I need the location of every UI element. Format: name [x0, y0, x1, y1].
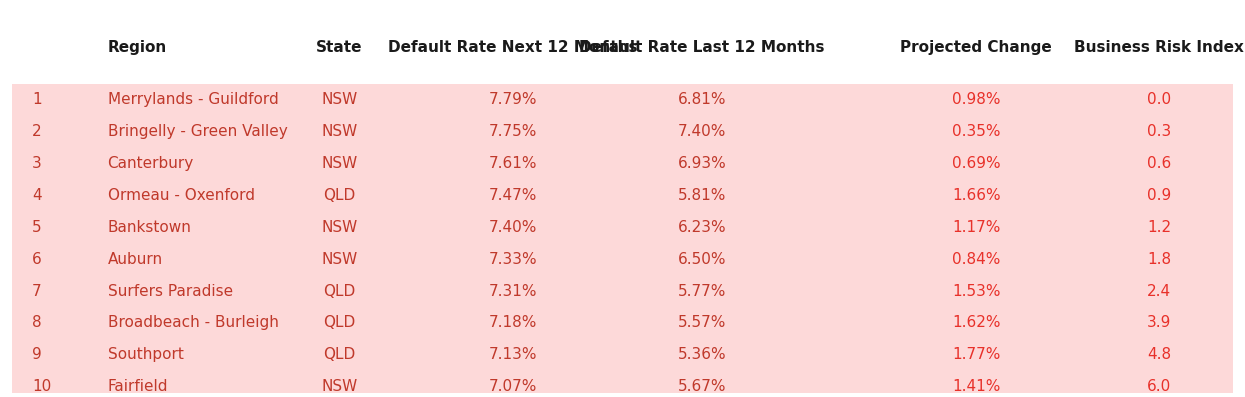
- Text: 8: 8: [32, 316, 41, 330]
- Text: Projected Change: Projected Change: [900, 40, 1052, 55]
- Text: 7.40%: 7.40%: [677, 124, 726, 139]
- Text: 5: 5: [32, 220, 41, 235]
- Text: 7.47%: 7.47%: [488, 188, 537, 203]
- Text: NSW: NSW: [321, 220, 357, 235]
- Text: 3.9: 3.9: [1147, 316, 1172, 330]
- Text: 2.4: 2.4: [1148, 283, 1172, 299]
- Text: QLD: QLD: [324, 316, 356, 330]
- Text: NSW: NSW: [321, 92, 357, 107]
- Text: 5.36%: 5.36%: [677, 347, 726, 362]
- Text: 1.62%: 1.62%: [952, 316, 1001, 330]
- Text: Business Risk Index: Business Risk Index: [1074, 40, 1244, 55]
- Text: 7.13%: 7.13%: [488, 347, 537, 362]
- Text: 0.35%: 0.35%: [952, 124, 1001, 139]
- Text: 5.57%: 5.57%: [677, 316, 726, 330]
- Text: 7.33%: 7.33%: [488, 252, 537, 267]
- Text: Bringelly - Green Valley: Bringelly - Green Valley: [107, 124, 288, 139]
- Text: 4.8: 4.8: [1148, 347, 1172, 362]
- Text: 7.07%: 7.07%: [488, 379, 537, 394]
- Text: Default Rate Next 12 Months: Default Rate Next 12 Months: [388, 40, 637, 55]
- Text: 7: 7: [32, 283, 41, 299]
- Text: 7.31%: 7.31%: [488, 283, 537, 299]
- Text: 1: 1: [32, 92, 41, 107]
- Text: 0.0: 0.0: [1148, 92, 1172, 107]
- Text: QLD: QLD: [324, 283, 356, 299]
- Text: 7.79%: 7.79%: [488, 92, 537, 107]
- Text: 5.81%: 5.81%: [677, 188, 726, 203]
- Text: Region: Region: [107, 40, 167, 55]
- Text: Southport: Southport: [107, 347, 183, 362]
- Text: QLD: QLD: [324, 188, 356, 203]
- Text: 1.17%: 1.17%: [952, 220, 1001, 235]
- Text: 0.69%: 0.69%: [952, 156, 1001, 171]
- Text: Surfers Paradise: Surfers Paradise: [107, 283, 233, 299]
- Text: 0.3: 0.3: [1147, 124, 1172, 139]
- Text: 7.61%: 7.61%: [488, 156, 537, 171]
- Text: Auburn: Auburn: [107, 252, 163, 267]
- Text: 6.0: 6.0: [1147, 379, 1172, 394]
- Text: NSW: NSW: [321, 379, 357, 394]
- Bar: [12, 84, 1233, 397]
- Text: 0.6: 0.6: [1147, 156, 1172, 171]
- Text: Merrylands - Guildford: Merrylands - Guildford: [107, 92, 279, 107]
- Text: NSW: NSW: [321, 252, 357, 267]
- Text: 6.23%: 6.23%: [677, 220, 726, 235]
- Text: State: State: [316, 40, 362, 55]
- Text: Canterbury: Canterbury: [107, 156, 194, 171]
- Text: 9: 9: [32, 347, 42, 362]
- Text: 6.81%: 6.81%: [677, 92, 726, 107]
- Text: Bankstown: Bankstown: [107, 220, 192, 235]
- Text: Broadbeach - Burleigh: Broadbeach - Burleigh: [107, 316, 279, 330]
- Text: 7.18%: 7.18%: [488, 316, 537, 330]
- Text: 0.9: 0.9: [1147, 188, 1172, 203]
- Text: 1.41%: 1.41%: [952, 379, 1001, 394]
- Text: 1.77%: 1.77%: [952, 347, 1001, 362]
- Text: 6.93%: 6.93%: [677, 156, 726, 171]
- Text: Ormeau - Oxenford: Ormeau - Oxenford: [107, 188, 255, 203]
- Text: 5.67%: 5.67%: [677, 379, 726, 394]
- Text: 6: 6: [32, 252, 42, 267]
- Text: Default Rate Last 12 Months: Default Rate Last 12 Months: [579, 40, 824, 55]
- Text: NSW: NSW: [321, 124, 357, 139]
- Text: 3: 3: [32, 156, 42, 171]
- Text: 0.84%: 0.84%: [952, 252, 1001, 267]
- Text: Fairfield: Fairfield: [107, 379, 168, 394]
- Text: 7.40%: 7.40%: [488, 220, 537, 235]
- Text: 1.53%: 1.53%: [952, 283, 1001, 299]
- Text: 6.50%: 6.50%: [677, 252, 726, 267]
- Text: 5.77%: 5.77%: [677, 283, 726, 299]
- Text: 2: 2: [32, 124, 41, 139]
- Text: QLD: QLD: [324, 347, 356, 362]
- Text: 1.8: 1.8: [1148, 252, 1172, 267]
- Text: 10: 10: [32, 379, 51, 394]
- Text: 0.98%: 0.98%: [952, 92, 1001, 107]
- Text: 4: 4: [32, 188, 41, 203]
- Text: 1.66%: 1.66%: [952, 188, 1001, 203]
- Text: 1.2: 1.2: [1148, 220, 1172, 235]
- Text: 7.75%: 7.75%: [488, 124, 537, 139]
- Text: NSW: NSW: [321, 156, 357, 171]
